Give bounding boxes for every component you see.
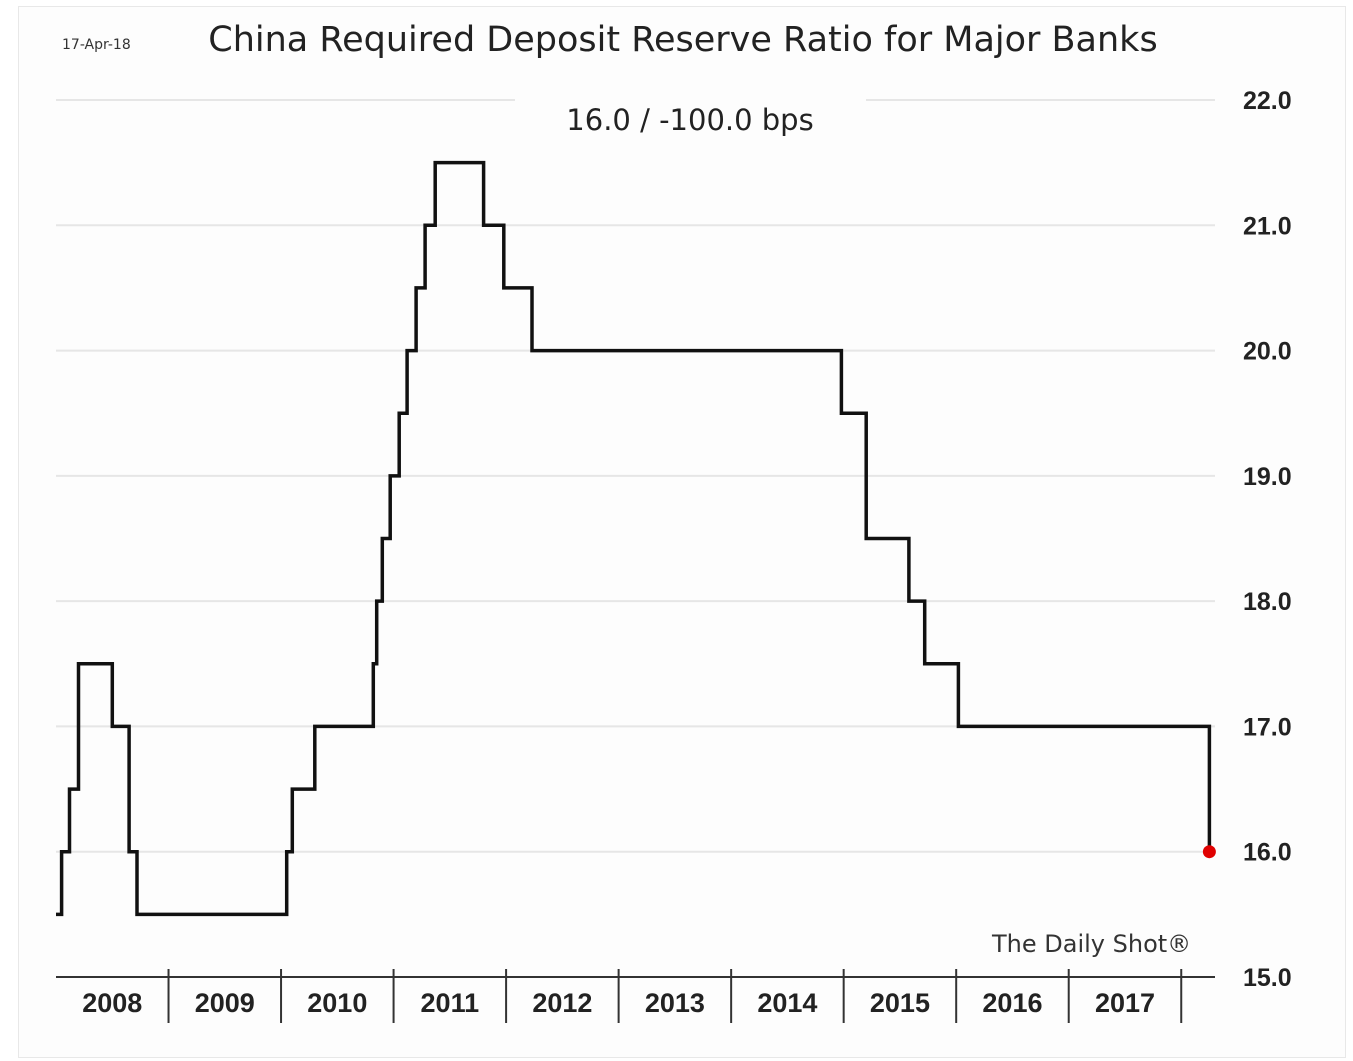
y-tick-label: 21.0 <box>1243 212 1292 240</box>
y-tick-label: 16.0 <box>1243 839 1292 867</box>
y-tick-label: 18.0 <box>1243 588 1292 616</box>
chart-subtitle: 16.0 / -100.0 bps <box>566 103 814 137</box>
y-tick-label: 15.0 <box>1243 964 1292 992</box>
x-tick-label: 2008 <box>82 988 142 1018</box>
chart-title: China Required Deposit Reserve Ratio for… <box>208 20 1158 60</box>
chart-date: 17-Apr-18 <box>62 37 131 53</box>
x-tick-label: 2014 <box>757 988 817 1018</box>
source-watermark: The Daily Shot® <box>992 930 1192 958</box>
x-tick-label: 2015 <box>870 988 930 1018</box>
x-tick-label: 2009 <box>195 988 255 1018</box>
x-tick-label: 2013 <box>645 988 705 1018</box>
y-tick-label: 20.0 <box>1243 338 1292 366</box>
y-tick-label: 19.0 <box>1243 463 1292 491</box>
x-tick-label: 2016 <box>982 988 1042 1018</box>
y-tick-label: 22.0 <box>1243 87 1292 115</box>
chart-frame <box>18 6 1346 1058</box>
x-tick-label: 2017 <box>1095 988 1155 1018</box>
x-tick-label: 2010 <box>307 988 367 1018</box>
y-tick-label: 17.0 <box>1243 713 1292 741</box>
series-line <box>56 160 1212 917</box>
last-value-marker <box>1202 845 1216 859</box>
x-tick-label: 2012 <box>532 988 592 1018</box>
x-tick-label: 2011 <box>421 988 480 1018</box>
